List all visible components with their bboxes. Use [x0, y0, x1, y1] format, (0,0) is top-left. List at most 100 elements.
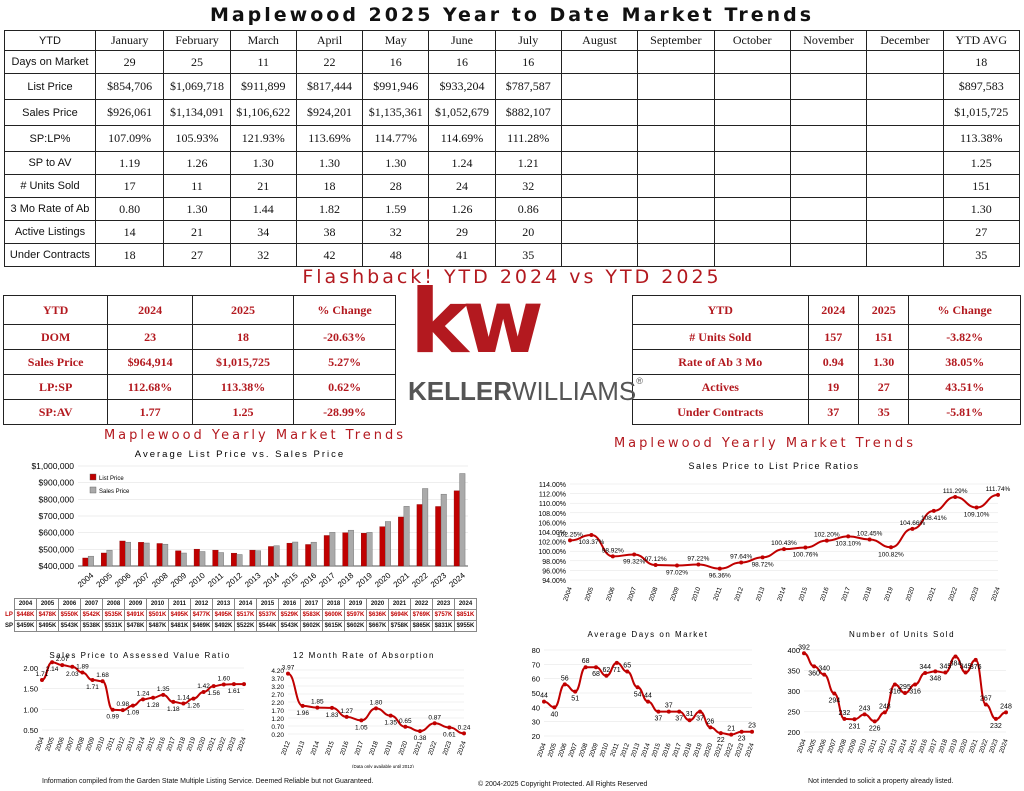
ytd-row: # Units Sold 17 11 21 18 28 24 32 151	[4, 174, 1021, 198]
ytd-header-cell: YTD	[4, 30, 96, 51]
x-tick-label: 2011	[609, 742, 620, 758]
ytd-cell	[789, 197, 868, 221]
data-point	[171, 699, 176, 704]
line-chart-title: Average Days on Market	[588, 630, 709, 639]
price-table-cell: $481K	[168, 620, 192, 632]
ytd-cell: $924,201	[295, 99, 364, 126]
x-tick-label: 2007	[568, 742, 580, 758]
ytd-cell: 111.28%	[494, 125, 562, 152]
ytd-header-cell: March	[229, 30, 297, 51]
bar	[323, 535, 330, 567]
data-point	[675, 563, 679, 568]
price-table-cell: $478K	[124, 620, 148, 632]
price-table-cell: $544K	[256, 620, 280, 632]
data-label: 97.64%	[730, 554, 752, 561]
x-tick-label: 2006	[113, 571, 133, 590]
x-tick-label: 2023	[226, 736, 238, 752]
data-label: 345	[960, 664, 972, 671]
y-tick-label: 2.70	[271, 692, 284, 699]
data-point	[635, 685, 640, 690]
data-label: 1.56	[207, 690, 220, 697]
y-tick-label: 114.00%	[539, 482, 566, 489]
days-on-market-chart: Average Days on Market 20 30 40 50 60 70 80 44 20…	[532, 630, 756, 758]
bar	[385, 521, 391, 567]
x-tick-label: 2013	[125, 736, 137, 752]
ytd-cell: 114.77%	[362, 125, 430, 152]
footer-left: Information compiled from the Garden Sta…	[42, 778, 374, 785]
y-tick-label: 50	[532, 689, 540, 698]
compare-header-cell: 2024	[807, 295, 860, 325]
ytd-cell: 18	[295, 174, 364, 198]
x-tick-label: 2015	[651, 742, 663, 758]
bar	[106, 549, 113, 567]
data-label: 102.25%	[557, 531, 583, 538]
compare-cell: 112.68%	[107, 374, 193, 400]
data-point	[403, 724, 408, 729]
legend-swatch	[89, 486, 97, 494]
y-tick-label: 300	[787, 687, 800, 696]
bar	[175, 550, 182, 567]
ytd-cell: 38	[295, 220, 364, 244]
price-table-cell: $459K	[14, 620, 38, 632]
data-label: 1.60	[217, 676, 230, 683]
data-label: 44	[540, 693, 548, 700]
data-point	[852, 717, 857, 722]
data-label: 1.26	[187, 703, 200, 710]
y-tick-label: 4.20	[271, 668, 284, 675]
data-label: 316	[909, 688, 921, 695]
x-tick-label: 2010	[857, 738, 869, 754]
bar	[329, 532, 336, 567]
ytd-cell	[713, 50, 791, 74]
y-tick-label: 104.00%	[538, 530, 566, 537]
bar	[255, 550, 261, 567]
data-point	[973, 657, 978, 662]
bar	[422, 488, 429, 567]
x-tick-label: 2014	[776, 586, 788, 602]
data-point	[996, 492, 1000, 497]
ytd-cell: 114.69%	[428, 125, 496, 152]
ytd-cell	[560, 243, 639, 267]
y-tick-label: 2.20	[271, 700, 284, 707]
price-table-row: 2004 2005 2006 2007 2008 2009 2010 2011 2012 2013…	[4, 598, 478, 610]
x-tick-label: 2022	[216, 736, 228, 752]
bar	[366, 532, 373, 567]
data-point	[1004, 710, 1008, 715]
compare-left-table: YTD 2024 2025% Change DOM 23 18 -20.63% Sales P…	[2, 295, 396, 425]
compare-cell: LP:SP	[2, 374, 109, 400]
compare-header-cell: YTD	[2, 295, 109, 325]
x-tick-label: 2013	[243, 571, 263, 590]
ytd-cell: 1.21	[494, 151, 562, 175]
data-point	[625, 669, 630, 674]
ytd-cell	[560, 174, 639, 198]
x-tick-label: 2022	[724, 742, 736, 758]
x-tick-label: 2017	[166, 736, 178, 752]
ytd-cell: 18	[94, 243, 165, 267]
page-title: Maplewood 2025 Year to Date Market Trend…	[209, 4, 815, 26]
x-tick-label: 2014	[310, 740, 322, 756]
data-label: 99.32%	[623, 558, 645, 565]
price-table-cell: $769K	[410, 609, 434, 621]
x-tick-label: 2008	[837, 738, 849, 754]
legend-label: List Price	[99, 476, 124, 482]
sp-lp-ratio-chart: Sales Price to List Price Ratios 94.00% 96…	[538, 461, 1010, 602]
bar-chart-title: Average List Price vs. Sales Price	[135, 449, 345, 460]
ytd-row-label: SP to AV	[4, 151, 96, 175]
y-tick-label: 100.00%	[538, 549, 566, 556]
x-tick-label: 2018	[176, 736, 188, 752]
data-point	[418, 729, 422, 734]
compare-header-row: YTD 2024 2025% Change	[2, 295, 396, 325]
data-point	[100, 679, 105, 684]
ytd-cell: 41	[428, 243, 496, 267]
price-table-row: LP $448K $478K $550K $542K $535K $491K $501K $49…	[4, 609, 478, 621]
compare-cell: 1.25	[191, 399, 295, 425]
compare-cell: Sales Price	[2, 349, 109, 375]
data-point	[151, 695, 156, 700]
ytd-header-cell: April	[295, 30, 364, 51]
ytd-cell	[713, 220, 791, 244]
ytd-cell	[789, 99, 868, 126]
bar	[440, 493, 447, 567]
price-table-cell: $615K	[322, 620, 346, 632]
data-label: 0.24	[458, 724, 471, 731]
bar	[156, 543, 163, 567]
data-point	[933, 669, 938, 674]
